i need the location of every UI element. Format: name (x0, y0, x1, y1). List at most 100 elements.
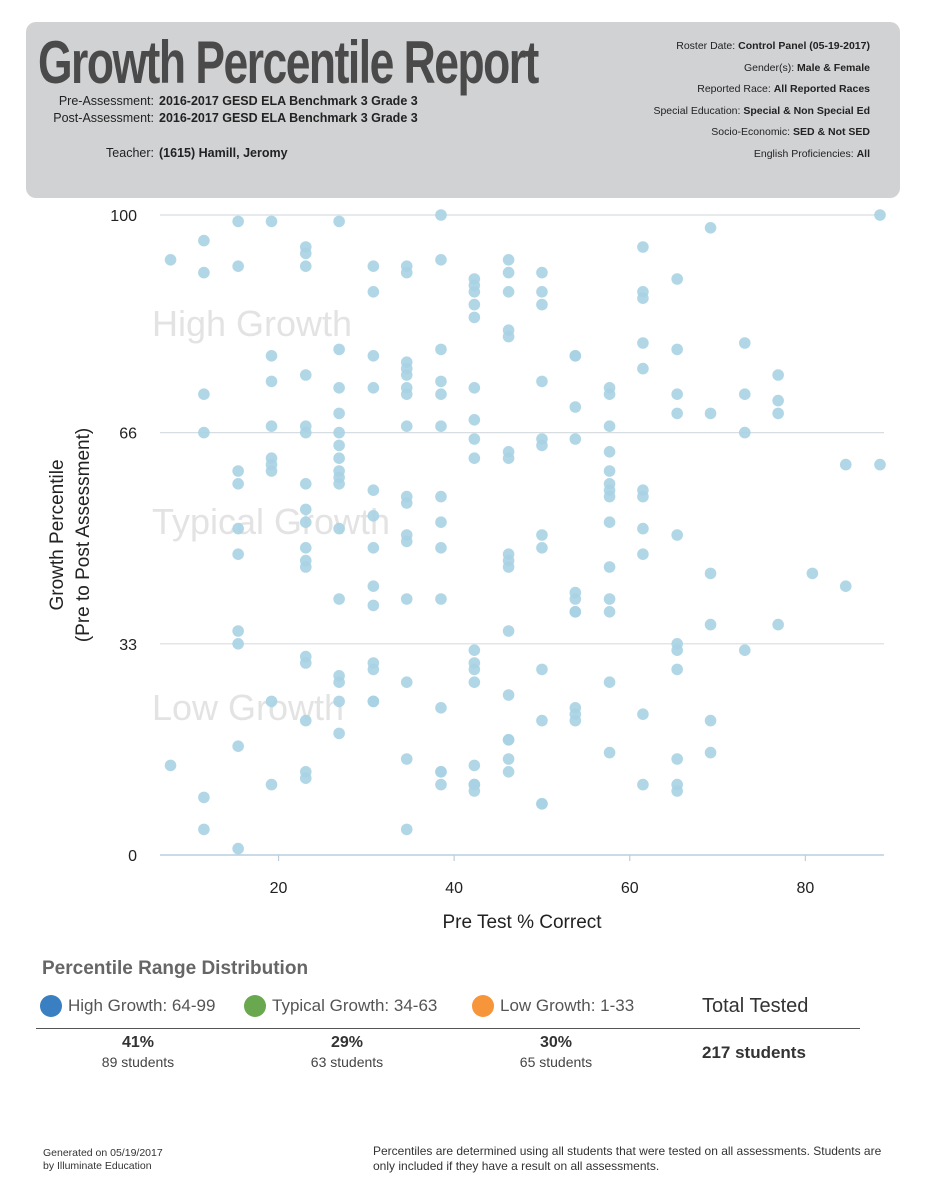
data-point (198, 823, 210, 836)
generated-by: Generated on 05/19/2017 by Illuminate Ed… (43, 1147, 163, 1173)
data-point (367, 350, 380, 362)
data-point (232, 478, 244, 490)
data-point (536, 542, 548, 554)
data-point (603, 446, 616, 458)
x-tick-label: 40 (445, 880, 463, 897)
data-point (232, 215, 244, 228)
data-point (502, 734, 515, 746)
data-point (468, 644, 481, 656)
data-point (536, 663, 548, 676)
data-point (502, 330, 515, 343)
roster-date-value: Control Panel (05-19-2017) (738, 40, 870, 52)
data-point (232, 638, 244, 650)
data-point (299, 542, 312, 554)
data-point (299, 478, 312, 490)
data-point (333, 439, 345, 452)
data-point (367, 510, 380, 522)
legend-typical-growth-label: Typical Growth: 34-63 (272, 996, 438, 1015)
low-growth-stat: 30% 65 students (476, 1034, 636, 1070)
data-point (772, 407, 784, 420)
legend-high-growth-label: High Growth: 64-99 (68, 996, 216, 1015)
legend-low-growth: Low Growth: 1-33 (472, 995, 634, 1017)
x-tick-label: 80 (796, 880, 814, 897)
data-point (637, 337, 649, 349)
data-point (198, 388, 210, 400)
data-point (435, 254, 447, 266)
low-growth-count: 65 students (519, 1054, 593, 1070)
data-point (232, 740, 244, 752)
data-point (468, 759, 481, 772)
special-ed-row: Special Education: Special & Non Special… (653, 101, 870, 123)
data-point (839, 580, 852, 592)
x-axis-title: Pre Test % Correct (442, 912, 602, 933)
data-point (265, 215, 278, 228)
english-proficiency-value: All (856, 147, 870, 160)
pre-assessment-value: 2016-2017 GESD ELA Benchmark 3 Grade 3 (159, 94, 418, 108)
data-point (435, 516, 447, 528)
data-point (468, 298, 481, 311)
report-header: Growth Percentile Report Pre-Assessment:… (26, 22, 900, 198)
low-growth-percent: 30% (539, 1034, 573, 1051)
data-point (569, 593, 582, 605)
data-point (164, 759, 177, 772)
data-point (400, 593, 413, 605)
teacher-label: Teacher: (106, 146, 154, 160)
data-point (198, 266, 210, 279)
data-point (603, 490, 616, 503)
y-axis-title-line2: (Pre to Post Assessment) (73, 428, 94, 642)
typical-growth-stat: 29% 63 students (267, 1034, 427, 1070)
data-point (502, 766, 515, 778)
data-point (435, 388, 447, 400)
pre-assessment-row: Pre-Assessment: 2016-2017 GESD ELA Benchm… (26, 94, 418, 108)
data-point (400, 497, 413, 509)
data-point (603, 388, 616, 400)
data-point (468, 452, 481, 465)
data-point (367, 382, 380, 394)
data-point (164, 254, 177, 266)
data-point (333, 382, 345, 394)
data-point (333, 426, 345, 439)
x-tick-label: 60 (621, 880, 639, 897)
data-point (603, 561, 616, 573)
data-point (333, 478, 345, 490)
data-point (637, 490, 649, 503)
gender-label: Gender(s): (743, 61, 795, 74)
data-point (468, 676, 481, 688)
data-point (772, 394, 784, 407)
y-tick-label: 100 (110, 208, 137, 225)
teacher-row: Teacher: (1615) Hamill, Jeromy (26, 146, 288, 160)
data-point (536, 798, 548, 810)
generated-source: by Illuminate Education (43, 1160, 152, 1172)
data-point (333, 593, 345, 605)
high-growth-swatch (40, 995, 62, 1017)
data-point (502, 561, 515, 573)
data-point (333, 522, 345, 535)
data-point (738, 644, 751, 656)
generated-date: Generated on 05/19/2017 (43, 1147, 163, 1159)
legend-typical-growth: Typical Growth: 34-63 (244, 995, 437, 1017)
data-point (367, 260, 380, 272)
total-tested-value: 217 students (702, 1043, 806, 1062)
data-point (299, 657, 312, 669)
data-point (333, 215, 345, 228)
data-point (265, 420, 278, 432)
data-point (502, 753, 515, 765)
data-point (738, 426, 751, 439)
data-point (671, 407, 683, 420)
data-point (198, 426, 210, 439)
data-point (502, 266, 515, 279)
data-point (367, 695, 380, 708)
typical-growth-count: 63 students (310, 1054, 384, 1070)
english-proficiency-label: English Proficiencies: (753, 147, 854, 160)
data-point (806, 567, 819, 580)
data-point (502, 625, 515, 637)
data-point (704, 618, 717, 631)
data-point (502, 254, 515, 266)
data-point (299, 561, 312, 573)
data-point (603, 606, 616, 618)
data-point (671, 343, 683, 356)
data-point (400, 388, 413, 400)
data-point (400, 369, 413, 381)
data-point (671, 529, 683, 541)
y-tick-label: 0 (128, 848, 137, 865)
